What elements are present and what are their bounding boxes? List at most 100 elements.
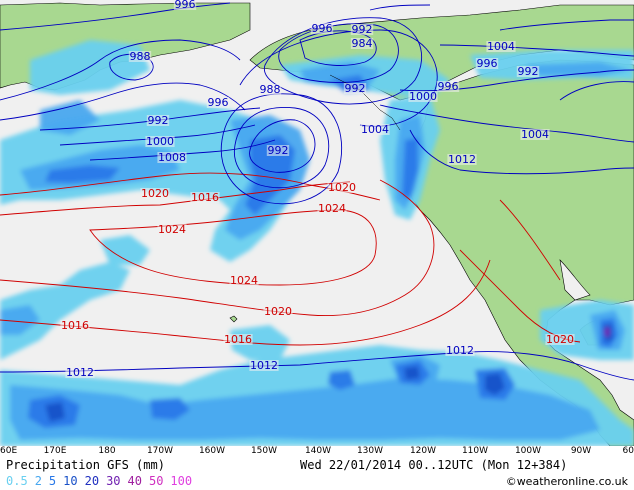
longitude-label: 90W [570,446,592,456]
isobar-label-bg [350,24,374,35]
isobar-label: 996 [438,80,459,93]
isobar-label: 1020 [141,187,169,200]
longitude-label: 180 [98,446,116,456]
longitude-label: 60E [0,446,18,456]
isobar-label-bg [317,203,347,214]
isobar-label: 1016 [224,333,252,346]
isobar-label: 1012 [446,344,474,357]
land-hawaii [229,315,238,323]
isobar-label: 1000 [409,90,437,103]
legend-item: 2 [34,474,42,488]
land-gulf-coast [559,259,591,301]
isobar-label: 1004 [361,123,389,136]
coastline-detail [329,74,401,131]
longitude-label: 60 [622,446,634,456]
isobar-label: 988 [130,50,151,63]
isobar-label: 1004 [487,40,515,53]
longitude-axis: 60E 170E 180 170W 160W 150W 140W 130W 120W 110W 10… [0,446,634,458]
isobar-label: 992 [268,144,289,157]
isobar-label-bg [436,81,460,92]
isobar-label-bg [223,334,253,345]
isobar-label-bg [520,129,550,140]
valid-time: Wed 22/01/2014 00..12UTC (Mon 12+384) [300,458,568,472]
isobar-label: 1016 [61,319,89,332]
isobar-label-bg [60,320,90,331]
longitude-label: 170E [43,446,67,456]
isobar-label-bg [310,23,334,34]
isobar-label: 1012 [250,359,278,372]
isobar-label-bg [145,136,175,147]
isobar-label: 1016 [191,191,219,204]
site-credit: ©weatheronline.co.uk [505,475,628,488]
legend-item: 50 [148,474,164,488]
isobar-label: 1012 [448,153,476,166]
product-title: Precipitation GFS (mm) [6,458,165,472]
legend-item: 100 [170,474,193,488]
isobar-label-bg [258,84,282,95]
legend-item: 30 [106,474,121,488]
isobar-label: 996 [175,0,196,11]
isobar-label: 996 [477,57,498,70]
isobar-label-bg [190,192,220,203]
isobar-label: 1000 [146,135,174,148]
longitude-label: 160W [198,446,226,456]
isobar-label: 992 [352,23,373,36]
low-pressure-isobars [0,2,634,381]
isobar-label: 984 [352,37,373,50]
isobar-label-bg [249,360,279,371]
legend-item: 40 [127,474,142,488]
longitude-label: 150W [250,446,278,456]
isobar-label-bg [360,124,390,135]
legend-item: 0.5 [6,474,28,488]
isobar-label: 1004 [521,128,549,141]
isobar-label-bg [266,145,290,156]
isobar-label-bg [447,154,477,165]
isobar-label-bg [516,66,540,77]
isobar-label-bg [408,91,438,102]
isobar-label-bg [343,83,367,94]
isobar-label-bg [350,38,374,49]
legend-item: 5 [48,474,57,488]
isobar-label-bg [173,0,197,10]
isobar-label: 1024 [230,274,258,287]
isobar-label: 1020 [328,181,356,194]
isobar-label: 1024 [158,223,186,236]
longitude-label: 110W [461,446,489,456]
isobar-label: 1020 [546,333,574,346]
isobar-label-bg [157,152,187,163]
isobar-label: 992 [518,65,539,78]
weather-map: 996 996 992 984 1004 988 996 992 988 992 996 1000 99… [0,0,634,446]
isobar-label-bg [157,224,187,235]
isobar-label-bg [128,51,152,62]
isobar-label: 996 [312,22,333,35]
precip-legend: 0.5 2 5 10 20 30 40 50 100 [6,474,199,488]
isobar-label-bg [263,306,293,317]
isobar-label: 992 [148,114,169,127]
longitude-label: 130W [356,446,384,456]
isobar-label-bg [486,41,516,52]
isobar-label-bg [146,115,170,126]
isobar-label: 1012 [66,366,94,379]
longitude-label: 100W [514,446,542,456]
isobar-label: 992 [345,82,366,95]
legend-item: 10 [63,474,78,488]
isobar-label-bg [327,182,357,193]
precipitation-field [0,40,634,446]
longitude-label: 140W [304,446,332,456]
isobar-label-bg [65,367,95,378]
isobar-label-bg [206,97,230,108]
isobar-label-bg [545,334,575,345]
map-footer: Precipitation GFS (mm) Wed 22/01/2014 00… [0,458,634,490]
isobar-label: 1008 [158,151,186,164]
legend-item: 20 [84,474,100,488]
isobar-label-bg [445,345,475,356]
isobar-label-bg [475,58,499,69]
isobar-label-bg [229,275,259,286]
longitude-label: 170W [146,446,174,456]
isobar-label: 988 [260,83,281,96]
isobar-label: 1020 [264,305,292,318]
isobar-label: 996 [208,96,229,109]
isobar-label: 1024 [318,202,346,215]
